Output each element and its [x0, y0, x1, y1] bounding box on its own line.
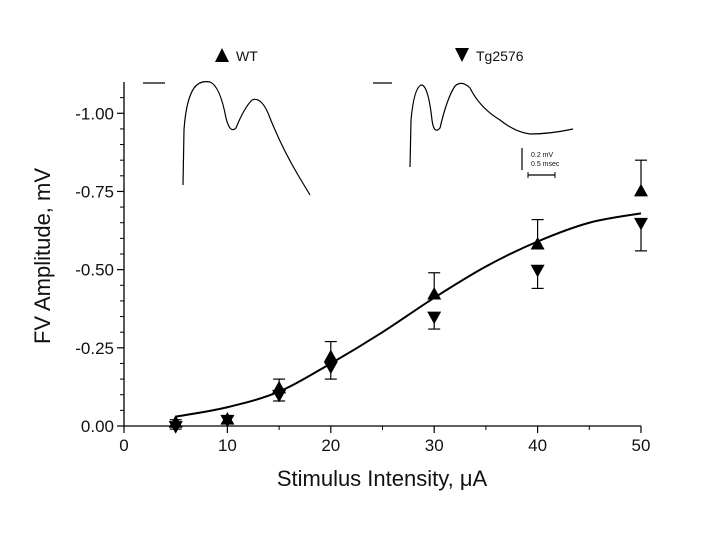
- legend-wt-label: WT: [236, 48, 258, 64]
- trace-inset: [143, 81, 574, 196]
- y-tick-label: -0.50: [75, 261, 114, 280]
- scale-bar-voltage-label: 0.2 mV: [531, 152, 554, 159]
- point-tg2576: [634, 217, 648, 231]
- point-tg2576: [272, 389, 287, 403]
- point-tg2576: [323, 361, 338, 375]
- wt-trace: [182, 81, 311, 196]
- axes: [123, 82, 641, 427]
- x-tick-label: 0: [119, 436, 128, 455]
- y-tick-label: -1.00: [75, 104, 114, 123]
- point-tg2576: [530, 264, 545, 278]
- fit-curve-layer: [175, 212, 642, 418]
- point-tg2576: [427, 311, 442, 325]
- legend-tg2576-label: Tg2576: [476, 48, 524, 64]
- x-tick-label: 40: [528, 436, 547, 455]
- y-axis-ticks: 0.00 -0.25 -0.50 -0.75 -1.00: [75, 97, 124, 436]
- data-markers: [168, 183, 648, 434]
- legend: WT Tg2576: [215, 48, 524, 64]
- scale-bar: 0.2 mV 0.5 msec: [521, 148, 560, 178]
- y-axis-title: FV Amplitude, mV: [30, 168, 55, 344]
- tg2576-trace: [409, 82, 574, 168]
- x-tick-label: 10: [218, 436, 237, 455]
- x-tick-label: 20: [321, 436, 340, 455]
- legend-wt-marker: [215, 48, 229, 62]
- x-axis-title: Stimulus Intensity, μA: [277, 466, 488, 491]
- y-tick-label: -0.75: [75, 182, 114, 201]
- point-wt: [427, 286, 442, 300]
- y-tick-label: 0.00: [81, 417, 114, 436]
- fit-curve: [175, 212, 642, 418]
- point-tg2576: [220, 414, 235, 428]
- legend-tg2576-marker: [455, 48, 469, 62]
- point-wt: [530, 236, 545, 250]
- x-tick-label: 50: [632, 436, 651, 455]
- point-wt: [634, 183, 648, 197]
- error-bars: [169, 159, 647, 430]
- x-axis-ticks: 0 10 20 30 40 50: [119, 426, 650, 455]
- y-tick-label: -0.25: [75, 339, 114, 358]
- point-tg2576: [168, 421, 183, 434]
- scale-bar-time-label: 0.5 msec: [531, 161, 560, 168]
- point-wt: [323, 349, 338, 363]
- x-tick-label: 30: [425, 436, 444, 455]
